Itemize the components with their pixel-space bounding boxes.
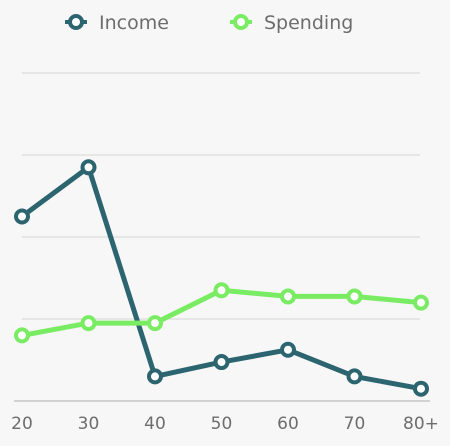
- markers: [14, 159, 429, 397]
- legend-label-spending: Spending: [264, 12, 353, 34]
- legend-label-income: Income: [99, 12, 169, 34]
- x-tick-label-50: 50: [211, 414, 233, 434]
- x-tick-label-20: 20: [11, 414, 33, 434]
- data-point-spending-20: [14, 327, 30, 344]
- legend-item-spending: Spending: [230, 12, 353, 34]
- data-point-spending-80+: [413, 294, 429, 311]
- x-axis-ticks: 20 30 40 50 60 70 80+: [11, 414, 439, 434]
- x-tick-label-70: 70: [344, 414, 366, 434]
- x-tick-label-30: 30: [78, 414, 100, 434]
- data-point-spending-40: [147, 315, 163, 332]
- x-tick-label-80+: 80+: [403, 414, 439, 434]
- x-tick-label-60: 60: [277, 414, 299, 434]
- legend-marker-spending: [233, 14, 249, 30]
- data-point-income-30: [80, 159, 97, 176]
- x-tick-label-40: 40: [144, 414, 166, 434]
- data-point-spending-30: [80, 315, 97, 332]
- data-point-income-70: [346, 368, 363, 385]
- data-point-income-60: [280, 341, 296, 358]
- data-point-income-80+: [413, 380, 429, 397]
- legend: Income Spending: [65, 12, 353, 34]
- data-point-spending-50: [213, 282, 230, 299]
- gridlines: [14, 72, 430, 402]
- data-point-spending-60: [280, 288, 296, 305]
- data-point-income-50: [213, 354, 230, 371]
- data-point-income-20: [14, 208, 30, 225]
- data-point-income-40: [147, 368, 163, 385]
- legend-marker-income: [68, 14, 84, 30]
- legend-item-income: Income: [65, 12, 169, 34]
- data-point-spending-70: [346, 288, 363, 305]
